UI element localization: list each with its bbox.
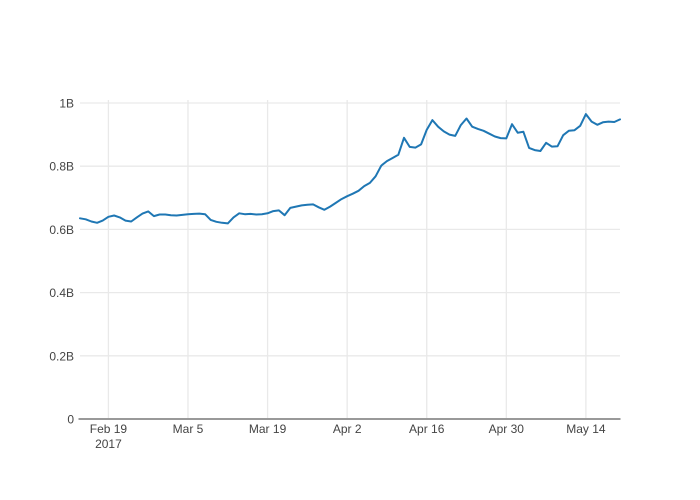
y-tick-label: 0 — [67, 413, 74, 427]
x-tick-label: Apr 30 — [489, 422, 525, 436]
y-tick-label: 0.8B — [49, 160, 74, 174]
x-tick-label: May 14 — [566, 422, 606, 436]
y-tick-label: 0.2B — [49, 349, 74, 363]
x-tick-label: Mar 19 — [249, 422, 287, 436]
y-tick-label: 0.6B — [49, 223, 74, 237]
plot-area[interactable] — [80, 100, 620, 419]
x-tick-label: Feb 19 — [90, 422, 128, 436]
x-tick-label: Apr 2 — [333, 422, 362, 436]
y-tick-label: 1B — [59, 97, 74, 111]
x-tick-year-label: 2017 — [95, 437, 122, 451]
series-line[interactable] — [79, 113, 621, 225]
x-tick-label: Apr 16 — [409, 422, 445, 436]
x-tick-label: Mar 5 — [173, 422, 204, 436]
y-tick-label: 0.4B — [49, 286, 74, 300]
